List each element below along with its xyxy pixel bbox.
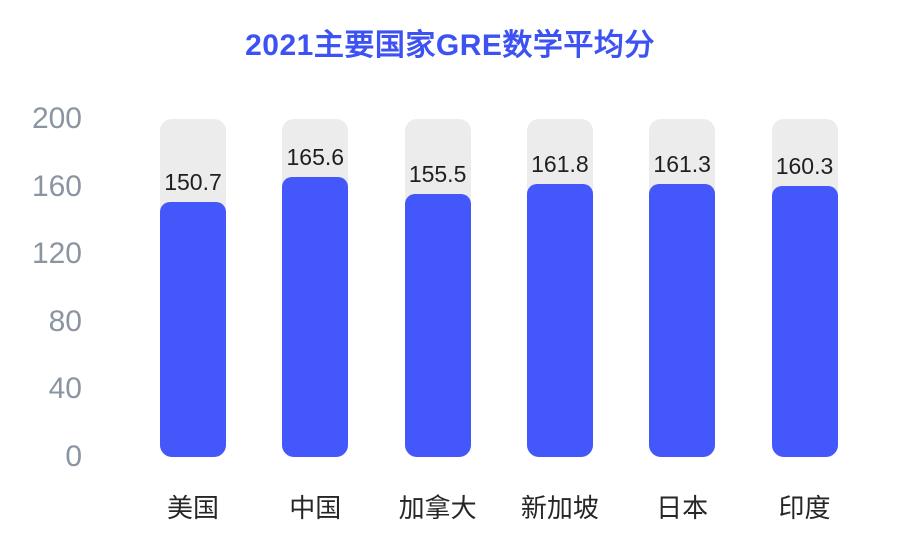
y-axis-tick-label: 0: [65, 440, 82, 473]
x-axis-category-label: 日本: [656, 493, 709, 523]
x-axis-category-label: 中国: [289, 493, 342, 523]
x-axis-category-label: 印度: [778, 493, 831, 523]
bar-fill: [526, 183, 593, 457]
bar-fill: [771, 186, 838, 457]
y-axis-tick-label: 200: [31, 102, 82, 135]
x-axis-category-label: 美国: [166, 493, 219, 523]
y-axis-tick-label: 120: [31, 237, 82, 271]
x-axis-category-label: 新加坡: [520, 493, 599, 523]
y-axis-tick-label: 80: [48, 304, 82, 338]
bar-value-label: 161.8: [531, 150, 589, 177]
y-axis-tick-label: 160: [31, 169, 82, 203]
bar-fill: [404, 194, 471, 457]
bar-value-label: 161.3: [653, 151, 711, 178]
chart-title: 2021主要国家GRE数学平均分: [245, 29, 655, 62]
bar-value-label: 160.3: [775, 153, 834, 180]
bar-fill: [649, 184, 716, 457]
y-axis-tick-label: 40: [48, 372, 82, 406]
x-axis-category-label: 加拿大: [398, 493, 477, 523]
bar-fill: [160, 202, 226, 457]
bar-fill: [282, 177, 349, 457]
bar-value-label: 165.6: [286, 144, 345, 171]
bar-value-label: 155.5: [408, 161, 467, 188]
bar-value-label: 150.7: [164, 169, 222, 196]
